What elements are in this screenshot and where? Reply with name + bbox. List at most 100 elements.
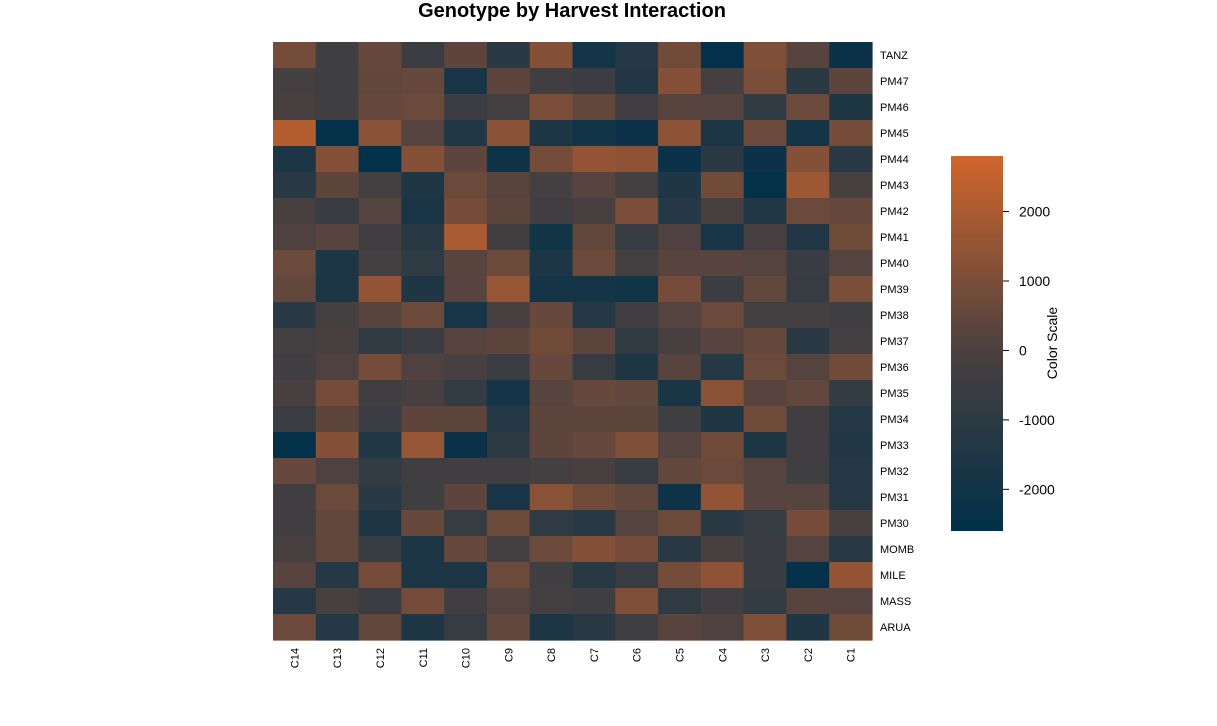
heatmap-cell: [743, 146, 788, 173]
heatmap-cell: [273, 120, 317, 147]
heatmap-cell: [658, 406, 702, 433]
heatmap-cell: [829, 406, 873, 433]
heatmap-cell: [401, 42, 445, 69]
heatmap-cell: [486, 380, 531, 407]
heatmap-cell: [529, 146, 574, 173]
heatmap-cell: [700, 146, 745, 173]
column-label: C14: [289, 648, 301, 668]
row-label: PM46: [880, 102, 909, 114]
heatmap-cell: [315, 510, 360, 537]
heatmap-cell: [529, 432, 574, 459]
heatmap-cell: [358, 250, 402, 277]
heatmap-cell: [743, 172, 788, 199]
heatmap-cell: [358, 94, 402, 121]
column-label: C1: [846, 648, 858, 662]
heatmap-cell: [658, 432, 702, 459]
heatmap-cell: [700, 484, 745, 511]
heatmap-cells: [273, 42, 873, 641]
heatmap-cell: [743, 510, 788, 537]
heatmap-cell: [529, 42, 574, 69]
heatmap-cell: [486, 614, 531, 641]
heatmap-cell: [486, 354, 531, 381]
heatmap-cell: [615, 432, 659, 459]
heatmap-cell: [401, 614, 445, 641]
heatmap-cell: [615, 42, 659, 69]
heatmap-cell: [273, 302, 317, 329]
heatmap-cell: [401, 588, 445, 615]
heatmap-cell: [572, 510, 616, 537]
heatmap-cell: [486, 224, 531, 251]
heatmap-cell: [358, 458, 402, 485]
heatmap-cell: [615, 276, 659, 303]
heatmap-cell: [529, 380, 574, 407]
heatmap-cell: [273, 432, 317, 459]
heatmap-cell: [273, 588, 317, 615]
heatmap-cell: [315, 224, 360, 251]
heatmap-cell: [700, 588, 745, 615]
heatmap-cell: [658, 380, 702, 407]
heatmap-cell: [358, 224, 402, 251]
heatmap-cell: [743, 588, 788, 615]
heatmap-cell: [743, 94, 788, 121]
heatmap-cell: [572, 536, 616, 563]
heatmap-cell: [786, 614, 830, 641]
heatmap-cell: [486, 250, 531, 277]
heatmap-cell: [658, 120, 702, 147]
heatmap-cell: [273, 510, 317, 537]
heatmap-cell: [273, 94, 317, 121]
heatmap-cell: [615, 224, 659, 251]
heatmap-cell: [273, 224, 317, 251]
heatmap-cell: [829, 94, 873, 121]
row-label: PM44: [880, 154, 909, 166]
row-labels: TANZ PM47 PM46 PM45 PM44 PM43 PM42 PM41 PM40 PM39…: [880, 50, 914, 634]
heatmap-cell: [529, 510, 574, 537]
heatmap-cell: [829, 42, 873, 69]
heatmap-cell: [615, 172, 659, 199]
heatmap-cell: [700, 68, 745, 95]
heatmap-cell: [615, 354, 659, 381]
chart-title: Genotype by Harvest Interaction: [418, 0, 726, 22]
heatmap-cell: [358, 276, 402, 303]
row-label: PM43: [880, 180, 909, 192]
heatmap-cell: [444, 94, 488, 121]
heatmap-cell: [743, 562, 788, 589]
heatmap-cell: [444, 224, 488, 251]
heatmap-cell: [743, 68, 788, 95]
heatmap-cell: [444, 276, 488, 303]
heatmap-cell: [829, 68, 873, 95]
heatmap-cell: [572, 432, 616, 459]
heatmap-cell: [700, 458, 745, 485]
heatmap-cell: [700, 432, 745, 459]
heatmap-cell: [401, 120, 445, 147]
heatmap-cell: [829, 432, 873, 459]
heatmap-cell: [700, 276, 745, 303]
heatmap-cell: [529, 172, 574, 199]
heatmap-cell: [572, 484, 616, 511]
heatmap-cell: [486, 484, 531, 511]
column-label: C3: [760, 648, 772, 662]
heatmap-cell: [572, 68, 616, 95]
row-label: PM47: [880, 76, 909, 88]
row-label: PM34: [880, 414, 909, 426]
heatmap-cell: [486, 94, 531, 121]
heatmap-cell: [401, 562, 445, 589]
heatmap-cell: [786, 302, 830, 329]
heatmap-cell: [401, 536, 445, 563]
heatmap-cell: [786, 406, 830, 433]
heatmap-cell: [358, 562, 402, 589]
heatmap-cell: [315, 614, 360, 641]
heatmap-cell: [529, 354, 574, 381]
heatmap-cell: [829, 172, 873, 199]
heatmap-cell: [572, 94, 616, 121]
row-label: PM31: [880, 492, 909, 504]
heatmap-cell: [658, 458, 702, 485]
heatmap-cell: [743, 224, 788, 251]
heatmap-cell: [572, 380, 616, 407]
heatmap-cell: [572, 42, 616, 69]
color-scale-tick-label: 2000: [1019, 204, 1050, 220]
heatmap-cell: [658, 250, 702, 277]
heatmap-cell: [829, 458, 873, 485]
heatmap-cell: [829, 146, 873, 173]
heatmap-cell: [315, 94, 360, 121]
